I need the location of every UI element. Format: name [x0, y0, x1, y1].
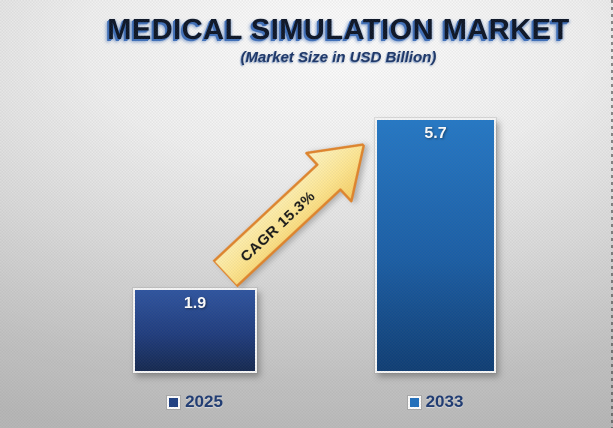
chart-subtitle: (Market Size in USD Billion)	[240, 49, 437, 66]
bar-value-2033: 5.7	[424, 125, 447, 142]
block-arrow-shape	[212, 143, 366, 288]
legend-label-2033: 2033	[425, 392, 464, 411]
legend-swatch-2025	[167, 395, 181, 409]
cagr-growth-arrow-icon: CAGR 15.3%	[212, 143, 366, 288]
legend-label-2025: 2025	[185, 392, 223, 411]
bar-value-2025: 1.9	[183, 295, 207, 312]
legend-item-2033: 2033	[375, 391, 496, 413]
legend-swatch-2033	[407, 395, 421, 409]
legend-item-2025: 2025	[133, 391, 257, 413]
bar-2025: 1.9	[133, 288, 257, 373]
bar-2033: 5.7	[375, 118, 496, 373]
chart-title: MEDICAL SIMULATION MARKET	[107, 14, 570, 46]
